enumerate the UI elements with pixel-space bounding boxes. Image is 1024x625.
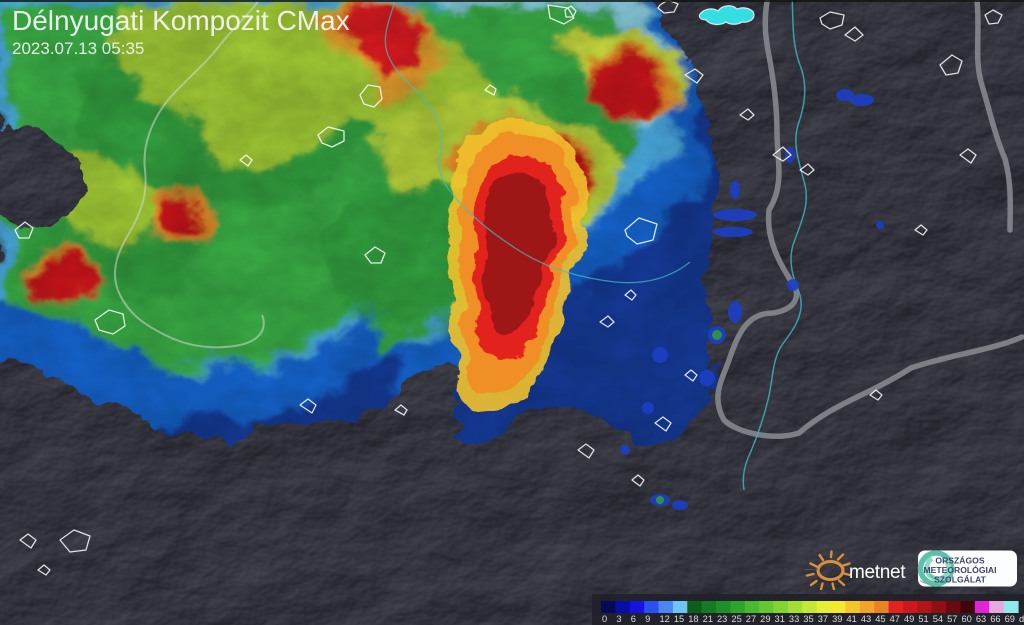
svg-text:69: 69 [1005, 614, 1015, 624]
svg-text:23: 23 [717, 614, 727, 624]
svg-text:39: 39 [832, 614, 842, 624]
svg-text:6: 6 [631, 614, 636, 624]
svg-text:33: 33 [789, 614, 799, 624]
svg-text:METEOROLÓGIAI: METEOROLÓGIAI [923, 564, 996, 575]
svg-text:37: 37 [818, 614, 828, 624]
svg-text:15: 15 [674, 614, 684, 624]
svg-text:2023.07.13 05:35: 2023.07.13 05:35 [12, 39, 144, 58]
svg-text:metnet: metnet [849, 562, 906, 583]
svg-text:60: 60 [961, 614, 971, 624]
svg-text:SZOLGÁLAT: SZOLGÁLAT [934, 575, 987, 585]
svg-text:63: 63 [976, 614, 986, 624]
svg-text:dBZ: dBZ [1019, 614, 1024, 624]
svg-text:35: 35 [803, 614, 813, 624]
svg-text:0: 0 [602, 614, 607, 624]
svg-text:57: 57 [947, 614, 957, 624]
svg-text:21: 21 [703, 614, 713, 624]
svg-text:Délnyugati Kompozit CMax: Délnyugati Kompozit CMax [12, 5, 350, 36]
svg-text:ORSZÁGOS: ORSZÁGOS [935, 556, 984, 566]
svg-text:47: 47 [890, 614, 900, 624]
svg-text:43: 43 [861, 614, 871, 624]
svg-text:51: 51 [918, 614, 928, 624]
svg-text:31: 31 [775, 614, 785, 624]
svg-text:3: 3 [616, 614, 621, 624]
svg-text:9: 9 [645, 614, 650, 624]
svg-text:27: 27 [746, 614, 756, 624]
svg-text:45: 45 [875, 614, 885, 624]
svg-text:49: 49 [904, 614, 914, 624]
svg-text:41: 41 [846, 614, 856, 624]
svg-text:12: 12 [660, 614, 670, 624]
svg-text:54: 54 [933, 614, 943, 624]
svg-text:18: 18 [688, 614, 698, 624]
svg-text:25: 25 [731, 614, 741, 624]
svg-text:29: 29 [760, 614, 770, 624]
svg-text:66: 66 [990, 614, 1000, 624]
